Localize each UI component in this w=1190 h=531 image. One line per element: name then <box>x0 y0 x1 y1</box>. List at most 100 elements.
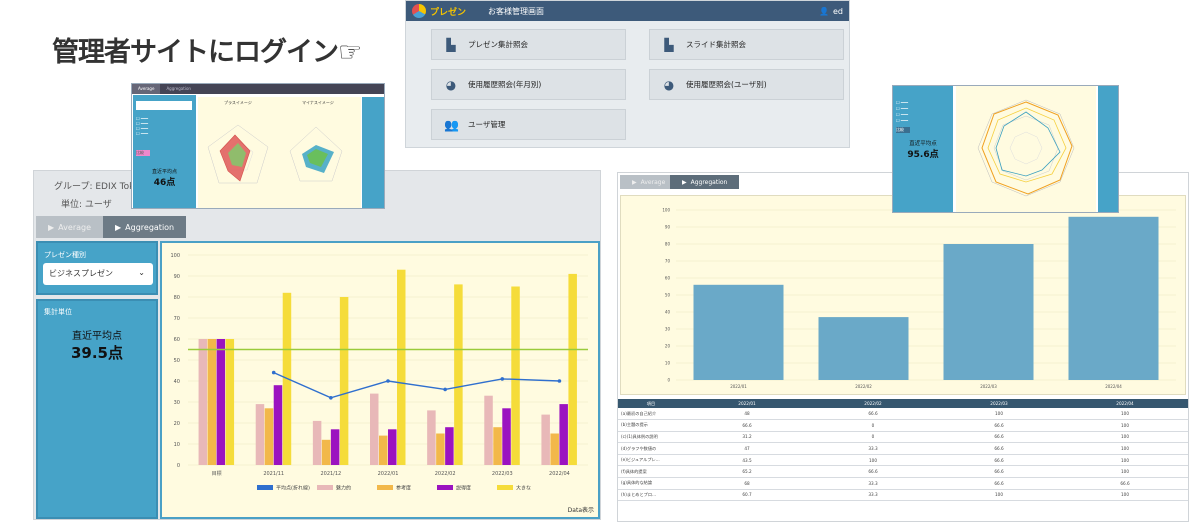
y-tick-label: 70 <box>665 259 671 264</box>
bar <box>550 433 559 465</box>
user-menu[interactable]: 👤 ed <box>819 7 843 16</box>
y-tick-label: 60 <box>174 337 180 343</box>
right-data-table: 項目 2022/01 2022/02 2022/03 2022/04 (a)最初… <box>618 399 1188 502</box>
presentation-summary-button[interactable]: ▙ プレゼン集計照会 <box>431 29 626 60</box>
page-headline: 管理者サイトにログイン☞ <box>52 37 362 68</box>
y-tick-label: 70 <box>174 316 180 322</box>
table-cell: 100 <box>1062 465 1188 479</box>
x-tick-label: 2022/03 <box>492 471 513 477</box>
table-header-cell: 項目 <box>618 399 684 408</box>
bar <box>693 284 784 380</box>
radar1-title: プラスイメージ <box>224 100 252 105</box>
right-tab-aggregation[interactable]: ▶ Aggregation <box>670 175 740 189</box>
right-radar-svg <box>977 99 1075 197</box>
legend-swatch <box>497 485 513 490</box>
aggregate-unit-panel: 集計単位 直近平均点 39.5点 <box>36 299 158 519</box>
presentation-type-select[interactable]: ビジネスプレゼン ⌄ <box>43 263 153 285</box>
right-inset-legend <box>1098 86 1118 212</box>
x-tick-label: 2021/11 <box>263 471 284 477</box>
y-tick-label: 60 <box>665 276 671 281</box>
inset-select[interactable] <box>136 101 192 110</box>
tab-average[interactable]: ▶ Average <box>36 216 104 238</box>
table-cell: 66.6 <box>1062 477 1188 490</box>
user-management-button[interactable]: 👥 ユーザ管理 <box>431 109 626 140</box>
right-tab-average[interactable]: ▶ Average <box>620 175 678 189</box>
x-tick-label: 2022/02 <box>855 384 872 389</box>
legend-label: 参考度 <box>396 485 411 492</box>
pie-chart-icon: ◕ <box>445 77 457 92</box>
bar <box>511 286 520 465</box>
slide-summary-button[interactable]: ▙ スライド集計照会 <box>649 29 844 60</box>
right-inset-compare-button[interactable]: 比較 <box>896 127 910 133</box>
bar <box>339 297 349 465</box>
bar-chart-icon: ▙ <box>446 37 456 52</box>
bar <box>502 408 511 465</box>
table-row: (g)具体的な結論 68 33.3 66.6 66.6 <box>618 477 1188 490</box>
x-tick-label: 目標 <box>212 470 222 477</box>
data-display-link[interactable]: Data表示 <box>567 507 594 514</box>
y-tick-label: 40 <box>174 379 180 385</box>
bar <box>397 269 406 465</box>
inset-tab-average[interactable]: Average <box>132 84 161 94</box>
inset-legend <box>362 97 384 208</box>
table-cell: 66.6 <box>810 465 936 479</box>
y-tick-label: 30 <box>174 400 180 406</box>
table-cell: 31.2 <box>684 431 810 444</box>
table-cell: 66.6 <box>810 408 936 421</box>
bar <box>216 339 226 465</box>
table-header-row: 項目 2022/01 2022/02 2022/03 2022/04 <box>618 399 1188 408</box>
play-icon: ▶ <box>115 222 122 232</box>
recent-average-label: 直近平均点 <box>72 331 122 342</box>
bar <box>207 339 217 465</box>
bar <box>388 429 397 465</box>
table-cell: 33.3 <box>810 477 936 490</box>
users-icon: 👥 <box>444 117 459 132</box>
table-cell: (c)(1)具体例の説明 <box>618 431 684 444</box>
table-cell: 60.7 <box>684 489 810 502</box>
line-point <box>443 387 447 392</box>
table-cell: (f)具体的提案 <box>618 465 684 479</box>
line-point <box>500 377 505 381</box>
table-cell: 66.6 <box>936 465 1062 479</box>
inset-tab-aggregation[interactable]: Aggregation <box>166 86 191 91</box>
legend-swatch <box>437 485 453 490</box>
radar1 <box>207 124 269 184</box>
right-inset-avg-value: 95.6点 <box>907 150 939 160</box>
table-cell: 0 <box>810 431 936 444</box>
bar <box>370 393 379 465</box>
bar <box>484 395 493 465</box>
button-label: ユーザ管理 <box>468 120 506 129</box>
table-cell: (h)まとめとプロ... <box>618 489 684 502</box>
tab-aggregation[interactable]: ▶ Aggregation <box>103 216 187 238</box>
table-row: (e)ビジュアルプレ... 43.5 100 66.6 100 <box>618 454 1188 467</box>
table-cell: 33.3 <box>810 442 936 455</box>
x-tick-label: 2022/04 <box>1105 384 1122 389</box>
bar <box>818 317 909 380</box>
bar <box>198 339 208 465</box>
x-tick-label: 2022/02 <box>435 471 456 477</box>
table-header-cell: 2022/01 <box>684 399 810 408</box>
play-icon: ▶ <box>632 178 637 186</box>
radar2-title: マイナスイメージ <box>302 100 334 105</box>
table-cell: 100 <box>1062 442 1188 455</box>
button-label: 使用履歴照会(ユーザ別) <box>686 80 767 89</box>
right-inset-checkbox-list: ☐ ━━━ ☐ ━━━ ☐ ━━━ ☐ ━━━ <box>896 100 909 123</box>
usage-history-user-button[interactable]: ◕ 使用履歴照会(ユーザ別) <box>649 69 844 100</box>
legend-label: 大きな <box>516 485 531 492</box>
table-cell: 100 <box>1062 408 1188 421</box>
y-tick-label: 80 <box>665 242 671 247</box>
legend-label: 魅力的 <box>336 485 351 492</box>
radar-charts-svg <box>207 124 343 184</box>
inset-compare-button[interactable]: 比較 <box>136 150 150 156</box>
tab-label: Average <box>640 178 666 186</box>
aggregation-dashboard-right: ▶ Average ▶ Aggregation 0 10 20 30 40 50 60 70 80 9… <box>617 172 1189 522</box>
group-label: グループ: EDIX Tokyo <box>54 182 145 192</box>
table-cell: 100 <box>1062 419 1188 432</box>
right-inset-radar-area <box>956 86 1096 212</box>
y-tick-label: 20 <box>665 344 671 349</box>
right-chart-svg: 0 10 20 30 40 50 60 70 80 90 100 2022/01 2022/02 2022… <box>662 208 1176 389</box>
table-cell: (a)最初の自己紹介 <box>618 408 684 421</box>
table-cell: 66.6 <box>936 442 1062 455</box>
usage-history-monthly-button[interactable]: ◕ 使用履歴照会(年月別) <box>431 69 626 100</box>
legend-label: 平均点(折れ線) <box>276 485 310 492</box>
